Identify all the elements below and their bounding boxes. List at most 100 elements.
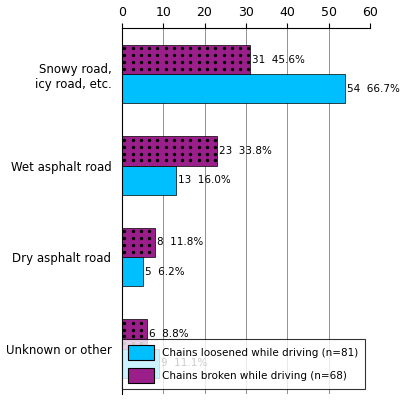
Point	[196, 52, 202, 58]
Text: 23  33.8%: 23 33.8%	[219, 146, 272, 156]
Point	[229, 45, 235, 52]
Point	[129, 242, 136, 248]
Point	[220, 59, 227, 65]
Point	[237, 45, 243, 52]
Legend: Chains loosened while driving (n=81), Chains broken while driving (n=68): Chains loosened while driving (n=81), Ch…	[122, 339, 365, 389]
Point	[187, 59, 194, 65]
Point	[204, 59, 210, 65]
Point	[129, 52, 136, 58]
Text: 13  16.0%: 13 16.0%	[178, 175, 230, 185]
Point	[129, 320, 136, 326]
Point	[179, 66, 186, 72]
Text: 6  8.8%: 6 8.8%	[149, 329, 188, 339]
Point	[196, 66, 202, 72]
Point	[171, 66, 177, 72]
Bar	[122, 319, 147, 348]
Point	[138, 320, 144, 326]
Point	[179, 137, 186, 143]
Point	[229, 66, 235, 72]
Point	[138, 235, 144, 241]
Point	[237, 66, 243, 72]
Point	[196, 150, 202, 157]
Point	[121, 137, 128, 143]
Point	[121, 157, 128, 164]
Point	[245, 66, 252, 72]
Point	[179, 144, 186, 150]
Point	[187, 66, 194, 72]
Point	[138, 228, 144, 234]
Point	[154, 45, 161, 52]
Point	[129, 228, 136, 234]
Point	[121, 45, 128, 52]
Point	[171, 157, 177, 164]
Point	[220, 45, 227, 52]
Point	[121, 326, 128, 333]
Point	[196, 59, 202, 65]
Point	[146, 150, 152, 157]
Point	[187, 157, 194, 164]
Point	[146, 228, 152, 234]
Point	[187, 150, 194, 157]
Point	[245, 45, 252, 52]
Point	[146, 45, 152, 52]
Point	[138, 52, 144, 58]
Point	[129, 144, 136, 150]
Point	[138, 242, 144, 248]
Point	[129, 326, 136, 333]
Point	[121, 333, 128, 340]
Point	[154, 144, 161, 150]
Point	[196, 144, 202, 150]
Point	[138, 150, 144, 157]
Point	[146, 235, 152, 241]
Point	[121, 228, 128, 234]
Point	[204, 137, 210, 143]
Text: 5  6.2%: 5 6.2%	[144, 267, 184, 277]
Point	[179, 45, 186, 52]
Point	[138, 137, 144, 143]
Text: 9  11.1%: 9 11.1%	[161, 358, 207, 368]
Point	[121, 144, 128, 150]
Point	[196, 45, 202, 52]
Point	[162, 150, 169, 157]
Point	[121, 235, 128, 241]
Point	[212, 59, 218, 65]
Point	[212, 66, 218, 72]
Point	[162, 52, 169, 58]
Bar	[122, 74, 345, 104]
Point	[154, 66, 161, 72]
Point	[237, 59, 243, 65]
Text: 54  66.7%: 54 66.7%	[347, 84, 400, 94]
Point	[154, 150, 161, 157]
Point	[220, 66, 227, 72]
Point	[129, 157, 136, 164]
Point	[121, 242, 128, 248]
Point	[237, 52, 243, 58]
Point	[138, 45, 144, 52]
Point	[138, 333, 144, 340]
Point	[154, 52, 161, 58]
Point	[121, 150, 128, 157]
Point	[129, 340, 136, 346]
Point	[162, 59, 169, 65]
Point	[204, 45, 210, 52]
Point	[162, 137, 169, 143]
Point	[129, 45, 136, 52]
Point	[129, 249, 136, 255]
Point	[146, 157, 152, 164]
Point	[204, 66, 210, 72]
Point	[162, 157, 169, 164]
Point	[138, 326, 144, 333]
Point	[138, 249, 144, 255]
Point	[146, 52, 152, 58]
Point	[187, 45, 194, 52]
Point	[146, 137, 152, 143]
Point	[154, 59, 161, 65]
Point	[212, 150, 218, 157]
Text: 31  45.6%: 31 45.6%	[252, 54, 305, 64]
Point	[196, 157, 202, 164]
Point	[129, 59, 136, 65]
Bar	[122, 166, 176, 195]
Bar	[122, 257, 142, 286]
Bar	[122, 136, 217, 166]
Point	[146, 242, 152, 248]
